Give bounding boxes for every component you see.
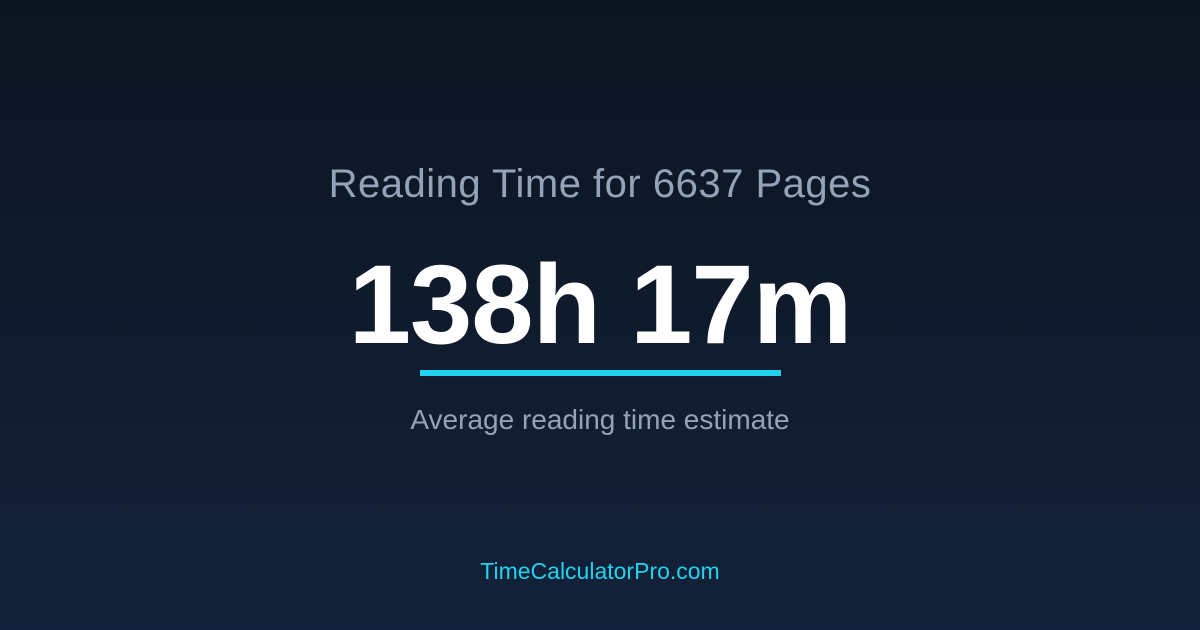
page-title: Reading Time for 6637 Pages <box>328 162 872 206</box>
site-link[interactable]: TimeCalculatorPro.com <box>480 558 720 584</box>
subtitle: Average reading time estimate <box>410 404 790 435</box>
reading-time-value: 138h 17m <box>348 242 853 367</box>
accent-underline <box>420 370 781 376</box>
